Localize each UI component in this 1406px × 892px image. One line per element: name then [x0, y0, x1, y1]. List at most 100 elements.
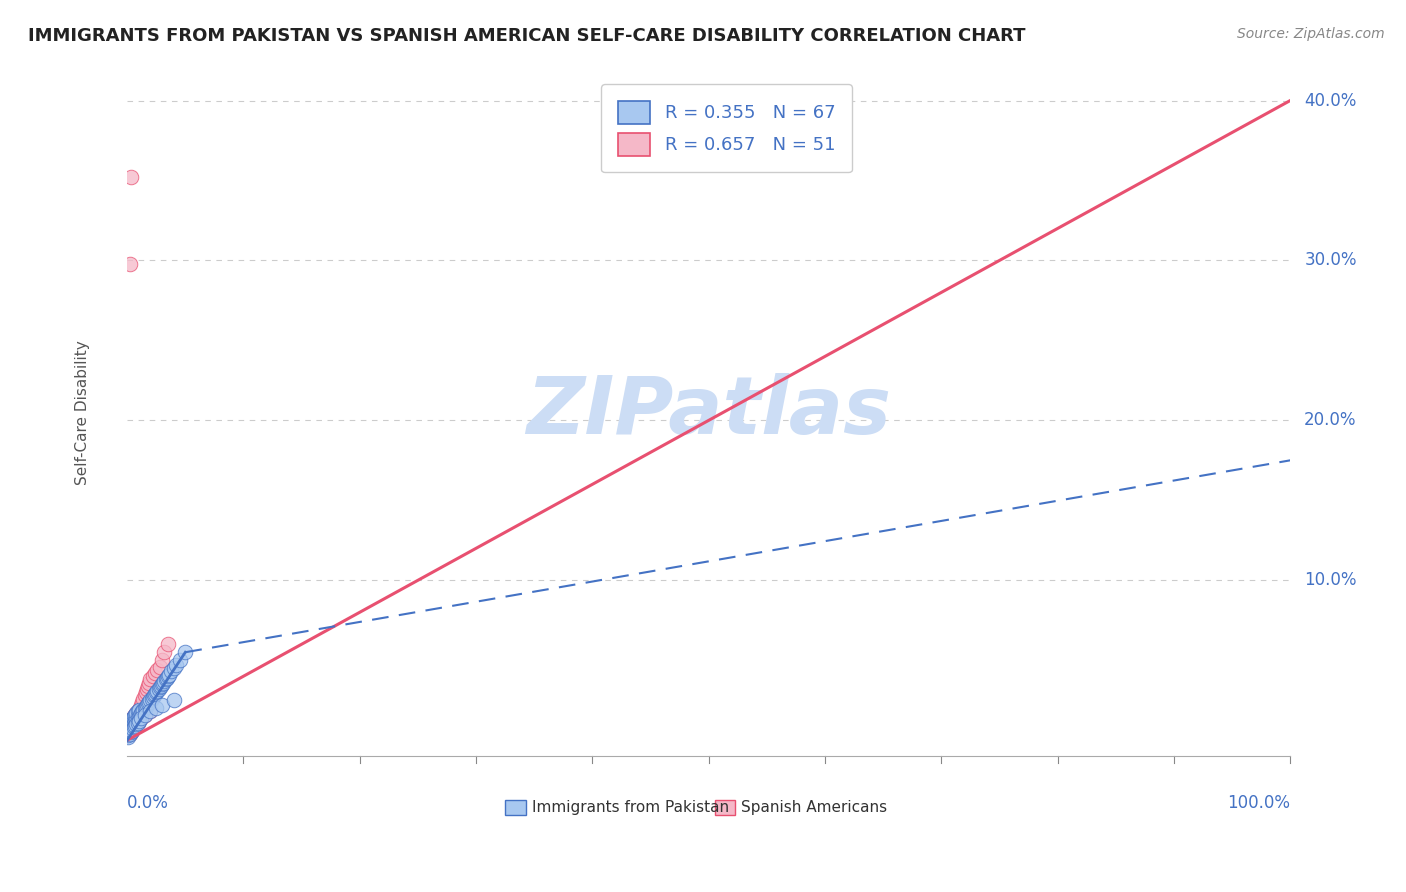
Point	[129, 701, 152, 715]
Point	[136, 681, 159, 696]
Text: 10.0%: 10.0%	[1305, 571, 1357, 590]
Point	[146, 663, 169, 677]
Point	[134, 707, 156, 722]
Point	[117, 725, 139, 739]
Point	[129, 711, 152, 725]
Point	[118, 722, 141, 736]
Text: ZIPatlas: ZIPatlas	[526, 374, 891, 451]
Point	[135, 685, 157, 699]
Text: Immigrants from Pakistan: Immigrants from Pakistan	[531, 799, 730, 814]
Point	[122, 714, 145, 728]
Point	[128, 703, 150, 717]
Point	[139, 673, 162, 687]
Bar	[505, 799, 526, 814]
Point	[122, 709, 145, 723]
Text: 20.0%: 20.0%	[1305, 411, 1357, 429]
Text: 40.0%: 40.0%	[1305, 92, 1357, 110]
Point	[127, 715, 149, 730]
Point	[174, 645, 197, 659]
Point	[139, 705, 162, 719]
Point	[146, 683, 169, 698]
Point	[117, 728, 139, 742]
Point	[122, 711, 145, 725]
Point	[121, 723, 143, 738]
Point	[153, 673, 176, 688]
Point	[127, 709, 149, 723]
Point	[121, 712, 143, 726]
Text: 30.0%: 30.0%	[1305, 252, 1357, 269]
Point	[127, 705, 149, 719]
Point	[138, 675, 160, 690]
Legend: R = 0.355   N = 67, R = 0.657   N = 51: R = 0.355 N = 67, R = 0.657 N = 51	[602, 85, 852, 172]
Point	[163, 661, 186, 675]
Point	[128, 707, 150, 722]
Point	[124, 719, 146, 733]
Point	[118, 717, 141, 731]
Point	[152, 675, 174, 690]
Point	[117, 720, 139, 734]
Point	[139, 705, 162, 719]
Point	[128, 714, 150, 728]
Point	[125, 706, 148, 720]
Point	[149, 679, 172, 693]
Point	[124, 719, 146, 733]
Point	[122, 722, 145, 736]
Point	[136, 697, 159, 711]
Point	[155, 673, 177, 687]
Point	[157, 667, 180, 681]
Point	[122, 717, 145, 731]
Point	[150, 677, 173, 691]
Point	[120, 719, 142, 733]
Point	[129, 707, 152, 722]
Point	[134, 707, 156, 722]
Point	[149, 681, 172, 695]
Point	[121, 712, 143, 726]
Point	[122, 722, 145, 736]
Point	[127, 705, 149, 719]
Point	[120, 170, 142, 185]
Point	[124, 707, 146, 722]
Point	[150, 653, 173, 667]
Point	[118, 257, 141, 271]
Point	[131, 695, 153, 709]
Text: Source: ZipAtlas.com: Source: ZipAtlas.com	[1237, 27, 1385, 41]
Point	[131, 705, 153, 719]
Point	[136, 698, 159, 712]
Point	[142, 690, 165, 704]
Point	[127, 715, 149, 730]
Point	[156, 671, 179, 685]
Point	[120, 720, 142, 734]
Point	[124, 707, 146, 722]
Point	[169, 653, 191, 667]
Point	[121, 717, 143, 731]
Point	[145, 701, 167, 715]
Point	[120, 725, 142, 739]
Text: Self-Care Disability: Self-Care Disability	[76, 340, 90, 484]
Text: IMMIGRANTS FROM PAKISTAN VS SPANISH AMERICAN SELF-CARE DISABILITY CORRELATION CH: IMMIGRANTS FROM PAKISTAN VS SPANISH AMER…	[28, 27, 1025, 45]
Point	[122, 715, 145, 730]
Point	[120, 714, 142, 728]
Point	[129, 698, 152, 712]
Point	[129, 711, 152, 725]
Point	[142, 689, 165, 703]
Point	[122, 711, 145, 725]
Point	[160, 665, 183, 679]
Point	[122, 715, 145, 730]
Point	[135, 699, 157, 714]
Point	[132, 703, 155, 717]
Point	[128, 703, 150, 717]
Text: 0.0%: 0.0%	[127, 794, 169, 812]
Point	[120, 714, 142, 728]
Bar	[714, 799, 735, 814]
Point	[150, 698, 173, 712]
Point	[121, 723, 143, 738]
Point	[117, 730, 139, 744]
Point	[129, 706, 152, 720]
Point	[149, 659, 172, 673]
Point	[122, 720, 145, 734]
Point	[156, 669, 179, 683]
Text: 100.0%: 100.0%	[1227, 794, 1291, 812]
Point	[124, 714, 146, 728]
Point	[121, 719, 143, 733]
Point	[118, 727, 141, 741]
